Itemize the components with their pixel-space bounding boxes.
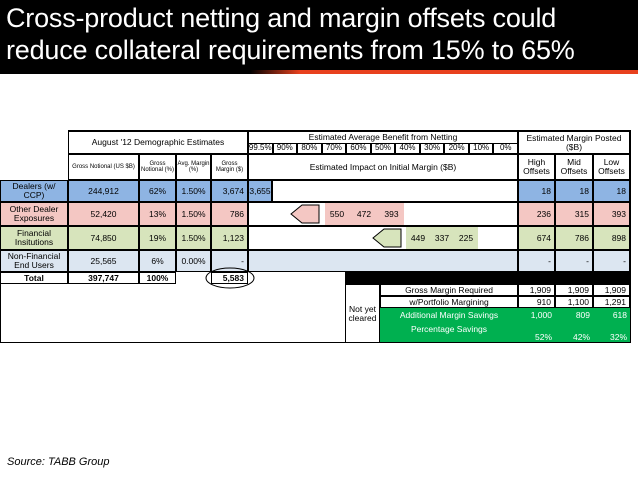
pct-savings-label: Percentage Savings — [380, 323, 518, 343]
cell-gross: 786 — [211, 202, 248, 226]
pct-savings-mid: 42% — [555, 323, 593, 343]
impact-header: Estimated Impact on Initial Margin ($B) — [248, 154, 518, 180]
total-gross: 5,583 — [211, 272, 248, 284]
row-label-non-financial: Non-Financial End Users — [0, 250, 68, 272]
title-bar: Cross-product netting and margin offsets… — [0, 0, 638, 70]
cell-mid: 18 — [555, 180, 593, 202]
gross-notional-pct-header: Gross Notional (%) — [139, 154, 176, 180]
cell-low: - — [593, 250, 630, 272]
impact-cell: 3,655 — [248, 180, 272, 202]
impact-row-bg — [248, 250, 518, 272]
row-label-dealers: Dealers (w/ CCP) — [0, 180, 68, 202]
summary-bar — [345, 272, 630, 284]
cell-gross: 1,123 — [211, 226, 248, 250]
not-cleared-label: Not yet cleared — [345, 284, 380, 343]
benefit-level: 10% — [468, 143, 494, 154]
cell-high: 674 — [518, 226, 555, 250]
benefit-level: 90% — [272, 143, 298, 154]
row-label-other-dealer: Other Dealer Exposures — [0, 202, 68, 226]
gross-required-high: 1,909 — [518, 284, 555, 296]
benefit-level: 60% — [346, 143, 371, 154]
portfolio-mid: 1,100 — [555, 296, 593, 308]
gross-required-mid: 1,909 — [555, 284, 593, 296]
impact-row-bg — [248, 226, 518, 250]
total-pct: 100% — [139, 272, 176, 284]
cell-margin: 1.50% — [176, 202, 211, 226]
savings-high: 1,000 — [518, 308, 555, 323]
impact-empty — [272, 180, 518, 202]
impact-cell: 449 — [406, 227, 430, 249]
gross-margin-header: Gross Margin ($) — [211, 154, 248, 180]
benefit-header: Estimated Average Benefit from Netting — [248, 131, 518, 143]
low-offsets-header: Low Offsets — [593, 154, 630, 180]
chevron-left-icon — [290, 204, 320, 224]
cell-mid: 315 — [555, 202, 593, 226]
savings-low: 618 — [593, 308, 630, 323]
gross-required-low: 1,909 — [593, 284, 630, 296]
cell-pct: 13% — [139, 202, 176, 226]
savings-mid: 809 — [555, 308, 593, 323]
cell-margin: 0.00% — [176, 250, 211, 272]
source-note: Source: TABB Group — [7, 456, 110, 468]
title-line-2: reduce collateral requirements from 15% … — [6, 35, 575, 65]
posted-header: Estimated Margin Posted ($B) — [518, 131, 630, 154]
highlight-circle — [205, 267, 255, 289]
pct-savings-low: 32% — [593, 323, 630, 343]
cell-margin: 1.50% — [176, 226, 211, 250]
cell-notional: 52,420 — [68, 202, 139, 226]
avg-margin-header: Avg. Margin (%) — [176, 154, 211, 180]
cell-high: 236 — [518, 202, 555, 226]
impact-cell: 225 — [454, 227, 478, 249]
benefit-level: 30% — [419, 143, 445, 154]
cell-high: 18 — [518, 180, 555, 202]
benefit-level: 50% — [370, 143, 396, 154]
benefit-level: 70% — [321, 143, 347, 154]
impact-row-bg — [248, 202, 518, 226]
impact-cell: 337 — [430, 227, 454, 249]
cell-notional: 74,850 — [68, 226, 139, 250]
row-label-financial: Financial Insitutions — [0, 226, 68, 250]
portfolio-label: w/Portfolio Margining — [380, 296, 518, 308]
title-line-1: Cross-product netting and margin offsets… — [6, 3, 557, 33]
cell-pct: 62% — [139, 180, 176, 202]
cell-low: 393 — [593, 202, 630, 226]
accent-underline — [0, 70, 638, 74]
benefit-level: 40% — [395, 143, 420, 154]
savings-label: Additional Margin Savings — [380, 308, 518, 323]
total-notional: 397,747 — [68, 272, 139, 284]
high-offsets-header: High Offsets — [518, 154, 555, 180]
cell-gross: 3,674 — [211, 180, 248, 202]
cell-gross: - — [211, 250, 248, 272]
gross-required-label: Gross Margin Required — [380, 284, 518, 296]
benefit-level: 20% — [444, 143, 469, 154]
cell-mid: 786 — [555, 226, 593, 250]
benefit-level: 0% — [493, 143, 518, 154]
cell-notional: 25,565 — [68, 250, 139, 272]
benefit-level: 80% — [297, 143, 322, 154]
cell-pct: 6% — [139, 250, 176, 272]
demographic-header: August '12 Demographic Estimates — [68, 131, 248, 154]
mid-offsets-header: Mid Offsets — [555, 154, 593, 180]
portfolio-high: 910 — [518, 296, 555, 308]
chevron-left-icon — [372, 228, 402, 248]
total-label: Total — [0, 272, 68, 284]
cell-margin: 1.50% — [176, 180, 211, 202]
impact-cell: 393 — [379, 203, 404, 225]
cell-low: 898 — [593, 226, 630, 250]
cell-mid: - — [555, 250, 593, 272]
pct-savings-high: 52% — [518, 323, 555, 343]
benefit-level: 99.5% — [248, 143, 273, 154]
impact-cell: 550 — [325, 203, 349, 225]
impact-cell: 472 — [349, 203, 379, 225]
cell-notional: 244,912 — [68, 180, 139, 202]
gross-notional-header: Gross Notional (US $B) — [68, 154, 139, 180]
portfolio-low: 1,291 — [593, 296, 630, 308]
cell-high: - — [518, 250, 555, 272]
cell-pct: 19% — [139, 226, 176, 250]
cell-low: 18 — [593, 180, 630, 202]
